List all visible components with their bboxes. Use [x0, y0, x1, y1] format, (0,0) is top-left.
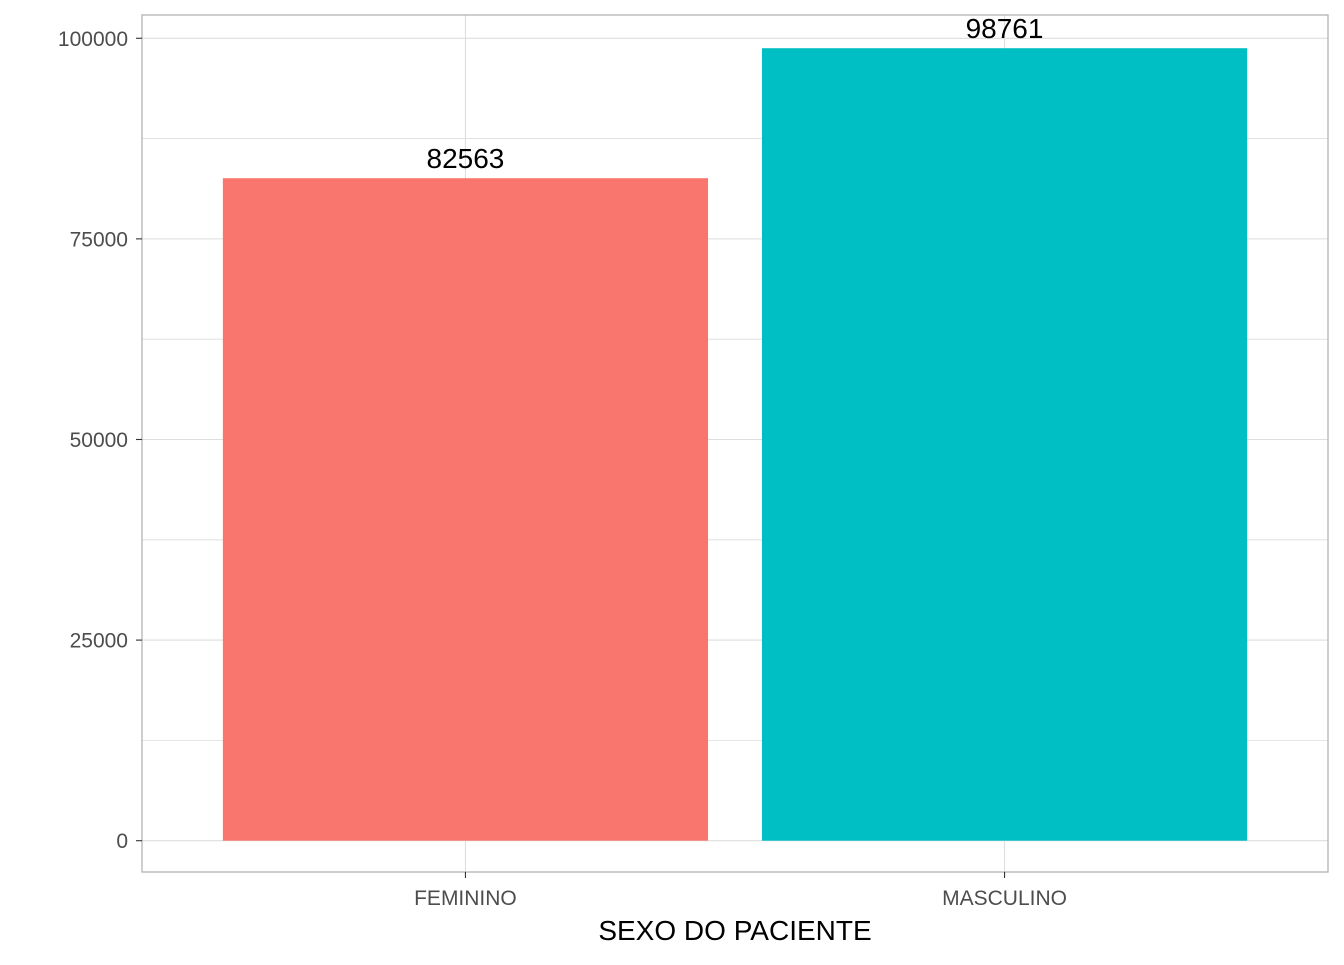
x-tick-label: MASCULINO	[942, 887, 1067, 910]
x-axis-title: SEXO DO PACIENTE	[598, 915, 871, 946]
y-tick-label: 75000	[70, 228, 128, 251]
x-axis: FEMININO MASCULINO	[414, 872, 1067, 910]
bar-masculino	[761, 48, 1248, 841]
data-label: 98761	[966, 13, 1044, 44]
y-tick-label: 50000	[70, 429, 128, 452]
panel-border	[141, 14, 1329, 873]
y-tick-label: 25000	[70, 630, 128, 653]
bar-feminino	[222, 178, 709, 841]
data-labels: 82563 98761	[427, 13, 1044, 174]
data-label: 82563	[427, 143, 505, 174]
y-tick-label: 0	[116, 830, 128, 853]
bars	[222, 48, 1248, 841]
y-tick-label: 100000	[58, 28, 128, 51]
y-axis: 0 25000 50000 75000 100000	[58, 28, 142, 853]
x-tick-label: FEMININO	[414, 887, 517, 910]
